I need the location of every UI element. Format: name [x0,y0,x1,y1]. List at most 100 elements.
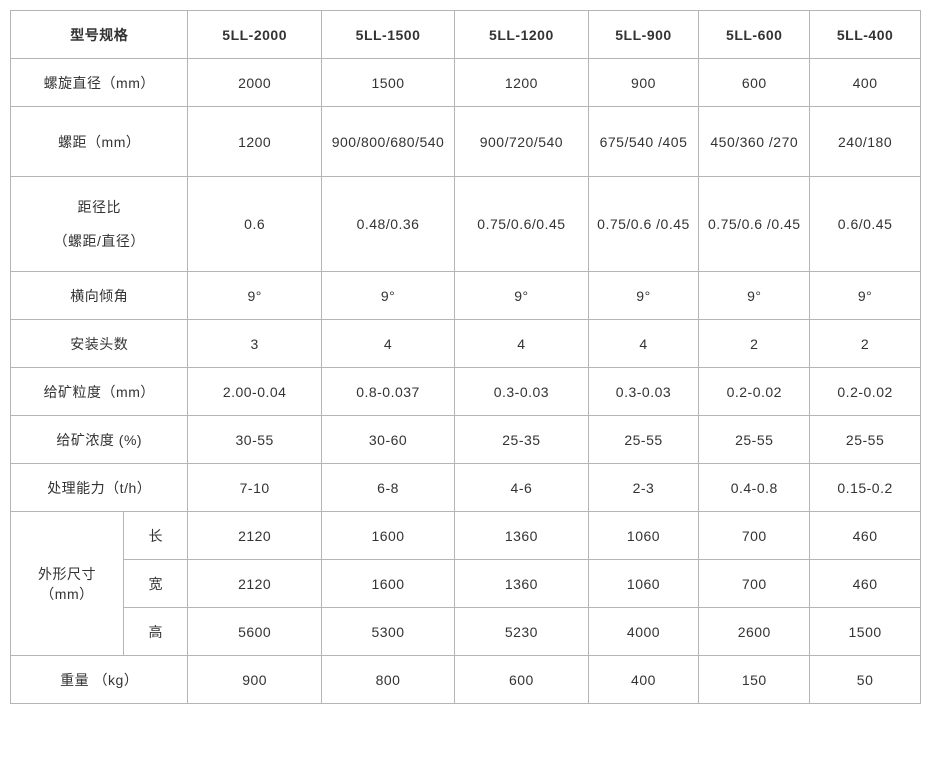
row-sublabel: 高 [123,608,188,656]
cell-value: 2-3 [588,464,699,512]
cell-value: 600 [455,656,588,704]
cell-value: 9° [699,272,810,320]
cell-value: 2000 [188,59,321,107]
cell-value: 1360 [455,512,588,560]
table-row: 高 5600 5300 5230 4000 2600 1500 [11,608,921,656]
cell-value: 1500 [810,608,921,656]
cell-value: 700 [699,512,810,560]
cell-value: 2120 [188,560,321,608]
cell-value: 0.4-0.8 [699,464,810,512]
cell-value: 1600 [321,560,454,608]
spec-table: 型号规格 5LL-2000 5LL-1500 5LL-1200 5LL-900 … [10,10,921,704]
table-row: 宽 2120 1600 1360 1060 700 460 [11,560,921,608]
cell-value: 25-55 [588,416,699,464]
cell-value: 460 [810,512,921,560]
row-label: 重量 （kg） [11,656,188,704]
cell-value: 150 [699,656,810,704]
cell-value: 400 [810,59,921,107]
cell-value: 0.6/0.45 [810,177,921,272]
cell-value: 400 [588,656,699,704]
cell-value: 9° [588,272,699,320]
row-label: 处理能力（t/h） [11,464,188,512]
cell-value: 0.3-0.03 [588,368,699,416]
cell-value: 1060 [588,512,699,560]
cell-value: 5600 [188,608,321,656]
cell-value: 1360 [455,560,588,608]
row-sublabel: 宽 [123,560,188,608]
row-label: 安装头数 [11,320,188,368]
cell-value: 240/180 [810,107,921,177]
table-row: 重量 （kg） 900 800 600 400 150 50 [11,656,921,704]
cell-value: 1200 [188,107,321,177]
cell-value: 1060 [588,560,699,608]
cell-value: 800 [321,656,454,704]
cell-value: 4000 [588,608,699,656]
header-label: 型号规格 [11,11,188,59]
cell-value: 4 [321,320,454,368]
table-row: 安装头数 3 4 4 4 2 2 [11,320,921,368]
cell-value: 9° [810,272,921,320]
cell-value: 5230 [455,608,588,656]
cell-value: 4 [455,320,588,368]
cell-value: 5300 [321,608,454,656]
row-sublabel: 长 [123,512,188,560]
cell-value: 0.6 [188,177,321,272]
cell-value: 2 [699,320,810,368]
table-row: 给矿浓度 (%) 30-55 30-60 25-35 25-55 25-55 2… [11,416,921,464]
header-model: 5LL-1500 [321,11,454,59]
row-label-group: 外形尺寸（mm） [11,512,124,656]
cell-value: 675/540 /405 [588,107,699,177]
header-model: 5LL-400 [810,11,921,59]
table-row: 外形尺寸（mm） 长 2120 1600 1360 1060 700 460 [11,512,921,560]
cell-value: 0.3-0.03 [455,368,588,416]
cell-value: 600 [699,59,810,107]
cell-value: 0.75/0.6 /0.45 [699,177,810,272]
cell-value: 30-60 [321,416,454,464]
cell-value: 0.15-0.2 [810,464,921,512]
row-label: 螺旋直径（mm） [11,59,188,107]
cell-value: 6-8 [321,464,454,512]
header-model: 5LL-900 [588,11,699,59]
table-row: 螺旋直径（mm） 2000 1500 1200 900 600 400 [11,59,921,107]
cell-value: 0.2-0.02 [699,368,810,416]
cell-value: 0.2-0.02 [810,368,921,416]
header-model: 5LL-2000 [188,11,321,59]
row-label: 给矿粒度（mm） [11,368,188,416]
table-row: 螺距（mm） 1200 900/800/680/540 900/720/540 … [11,107,921,177]
cell-value: 900 [588,59,699,107]
table-row: 距径比 （螺距/直径） 0.6 0.48/0.36 0.75/0.6/0.45 … [11,177,921,272]
cell-value: 3 [188,320,321,368]
cell-value: 0.8-0.037 [321,368,454,416]
cell-value: 9° [321,272,454,320]
cell-value: 450/360 /270 [699,107,810,177]
cell-value: 900/800/680/540 [321,107,454,177]
table-header-row: 型号规格 5LL-2000 5LL-1500 5LL-1200 5LL-900 … [11,11,921,59]
cell-value: 2 [810,320,921,368]
cell-value: 50 [810,656,921,704]
cell-value: 700 [699,560,810,608]
cell-value: 900 [188,656,321,704]
cell-value: 30-55 [188,416,321,464]
cell-value: 1200 [455,59,588,107]
header-model: 5LL-600 [699,11,810,59]
row-label: 距径比 （螺距/直径） [11,177,188,272]
row-label: 给矿浓度 (%) [11,416,188,464]
cell-value: 0.48/0.36 [321,177,454,272]
cell-value: 2.00-0.04 [188,368,321,416]
cell-value: 4-6 [455,464,588,512]
row-label: 螺距（mm） [11,107,188,177]
cell-value: 2600 [699,608,810,656]
cell-value: 2120 [188,512,321,560]
cell-value: 0.75/0.6/0.45 [455,177,588,272]
table-row: 处理能力（t/h） 7-10 6-8 4-6 2-3 0.4-0.8 0.15-… [11,464,921,512]
cell-value: 25-55 [810,416,921,464]
cell-value: 9° [188,272,321,320]
cell-value: 7-10 [188,464,321,512]
cell-value: 0.75/0.6 /0.45 [588,177,699,272]
table-row: 横向倾角 9° 9° 9° 9° 9° 9° [11,272,921,320]
cell-value: 900/720/540 [455,107,588,177]
row-label-line1: 距径比 [15,197,183,217]
header-model: 5LL-1200 [455,11,588,59]
cell-value: 1500 [321,59,454,107]
cell-value: 1600 [321,512,454,560]
